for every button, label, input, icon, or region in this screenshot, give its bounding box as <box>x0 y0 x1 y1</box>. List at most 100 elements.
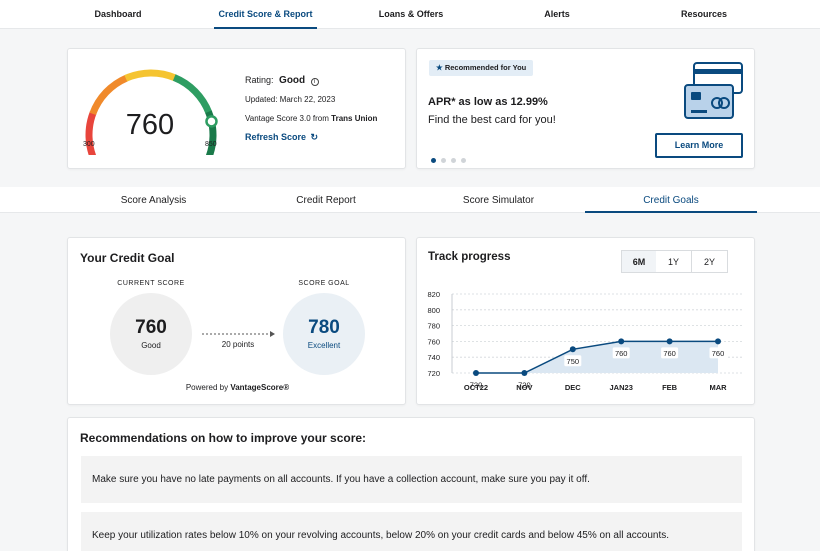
current-score-rating: Good <box>141 341 161 350</box>
y-tick-label: 800 <box>427 306 440 315</box>
vantage-bureau: Trans Union <box>331 114 378 123</box>
score-tabs: Score Analysis Credit Report Score Simul… <box>0 187 820 213</box>
updated-date: Updated: March 22, 2023 <box>245 95 336 104</box>
top-nav: Dashboard Credit Score & Report Loans & … <box>0 0 820 29</box>
powered-by-prefix: Powered by <box>185 383 229 392</box>
score-goal-label: SCORE GOAL <box>298 280 350 287</box>
score-gauge <box>85 69 218 155</box>
gauge-segment <box>89 74 129 116</box>
series-line <box>476 340 718 374</box>
data-point <box>521 370 528 376</box>
x-tick-label: NOV <box>516 383 532 392</box>
data-label-box <box>709 347 727 359</box>
carousel-dot[interactable] <box>431 158 436 163</box>
area-fill <box>476 341 718 373</box>
y-tick-label: 820 <box>427 290 440 299</box>
data-point <box>715 338 721 345</box>
gauge-segment <box>172 74 213 115</box>
vantagescore-brand: VantageScore® <box>230 383 290 392</box>
y-tick-label: 740 <box>427 353 440 362</box>
score-value: 760 <box>125 109 175 141</box>
vantage-source: Vantage Score 3.0 from Trans Union <box>245 114 377 123</box>
gauge-segment <box>124 69 177 82</box>
recommendation-item: Keep your utilization rates below 10% on… <box>81 512 742 551</box>
nav-resources[interactable]: Resources <box>680 9 728 19</box>
data-label-box <box>661 347 679 359</box>
current-score-label: CURRENT SCORE <box>117 280 185 287</box>
recommendations-title: Recommendations on how to improve your s… <box>80 431 367 445</box>
data-label-box <box>612 347 630 359</box>
data-label: 760 <box>712 349 725 358</box>
tab-credit-goals[interactable]: Credit Goals <box>585 187 757 213</box>
y-tick-label: 760 <box>427 337 440 346</box>
powered-by: Powered by VantageScore® <box>68 383 407 392</box>
refresh-icon: ↻ <box>310 132 319 142</box>
promo-subline: Find the best card for you! <box>428 114 556 126</box>
gauge-min-label: 300 <box>83 141 95 148</box>
data-label: 760 <box>663 349 676 358</box>
range-1y-button[interactable]: 1Y <box>656 250 692 273</box>
gauge-max-label: 850 <box>205 141 217 148</box>
data-label-box <box>467 379 485 390</box>
rating-value: Good <box>279 75 306 86</box>
tab-score-analysis[interactable]: Score Analysis <box>120 195 187 206</box>
credit-goal-title: Your Credit Goal <box>80 251 175 265</box>
track-progress-title: Track progress <box>428 251 511 263</box>
rating-row: Rating: Good i <box>245 75 319 86</box>
data-point <box>473 370 479 376</box>
tab-score-simulator[interactable]: Score Simulator <box>462 195 535 206</box>
score-goal-value: 780 <box>308 317 340 338</box>
x-tick-label: FEB <box>662 383 678 392</box>
tab-credit-report[interactable]: Credit Report <box>296 195 356 206</box>
star-icon: ★ <box>436 63 443 72</box>
promo-card: ★ Recommended for You APR* as low as 12.… <box>416 48 755 169</box>
carousel-dot[interactable] <box>461 158 466 163</box>
info-icon[interactable]: i <box>310 78 319 86</box>
x-tick-label: OCT22 <box>464 383 488 392</box>
rating-label: Rating: <box>245 75 274 85</box>
data-label-box <box>515 379 533 390</box>
carousel-dot[interactable] <box>451 158 456 163</box>
data-point <box>618 338 625 345</box>
y-tick-label: 720 <box>427 369 440 378</box>
data-label: 720 <box>518 381 531 390</box>
data-point <box>666 338 673 345</box>
recommended-badge: ★ Recommended for You <box>429 60 534 76</box>
data-label: 750 <box>567 357 580 366</box>
y-tick-label: 780 <box>427 322 440 331</box>
data-label: 760 <box>615 349 628 358</box>
promo-headline: APR* as low as 12.99% <box>428 96 548 108</box>
data-point <box>569 346 576 353</box>
nav-loans-offers[interactable]: Loans & Offers <box>378 9 444 19</box>
x-tick-label: JAN23 <box>610 383 633 392</box>
x-tick-label: DEC <box>565 383 581 392</box>
score-goal-rating: Excellent <box>307 341 341 350</box>
refresh-score-link[interactable]: Refresh Score ↻ <box>245 132 318 143</box>
score-card: 760 300 850 Rating: Good i Updated: Marc… <box>67 48 406 169</box>
carousel-dots <box>431 150 471 163</box>
data-label: 720 <box>470 381 483 390</box>
progress-arrow-icon <box>202 331 275 337</box>
nav-credit-score-report[interactable]: Credit Score & Report <box>214 0 317 29</box>
range-6m-button[interactable]: 6M <box>621 250 657 273</box>
x-tick-label: MAR <box>709 383 727 392</box>
vantage-prefix: Vantage Score 3.0 from <box>245 114 329 123</box>
credit-card-icon <box>684 62 743 119</box>
score-goal-circle: 780 Excellent <box>283 293 365 375</box>
gauge-segment <box>85 111 97 155</box>
nav-dashboard[interactable]: Dashboard <box>94 9 142 19</box>
recommendation-item: Make sure you have no late payments on a… <box>81 456 742 503</box>
current-score-value: 760 <box>135 317 167 338</box>
data-label-box <box>564 355 582 367</box>
refresh-score-label: Refresh Score <box>245 132 307 142</box>
credit-goal-card: Your Credit Goal CURRENT SCORE 760 Good … <box>67 237 406 405</box>
range-2y-button[interactable]: 2Y <box>692 250 728 273</box>
gauge-marker <box>205 115 218 128</box>
nav-alerts[interactable]: Alerts <box>544 9 570 19</box>
learn-more-button[interactable]: Learn More <box>655 133 743 158</box>
current-score-circle: 760 Good <box>110 293 192 375</box>
points-gap: 20 points <box>221 340 255 349</box>
carousel-dot[interactable] <box>441 158 446 163</box>
recommended-badge-label: Recommended for You <box>444 63 527 72</box>
